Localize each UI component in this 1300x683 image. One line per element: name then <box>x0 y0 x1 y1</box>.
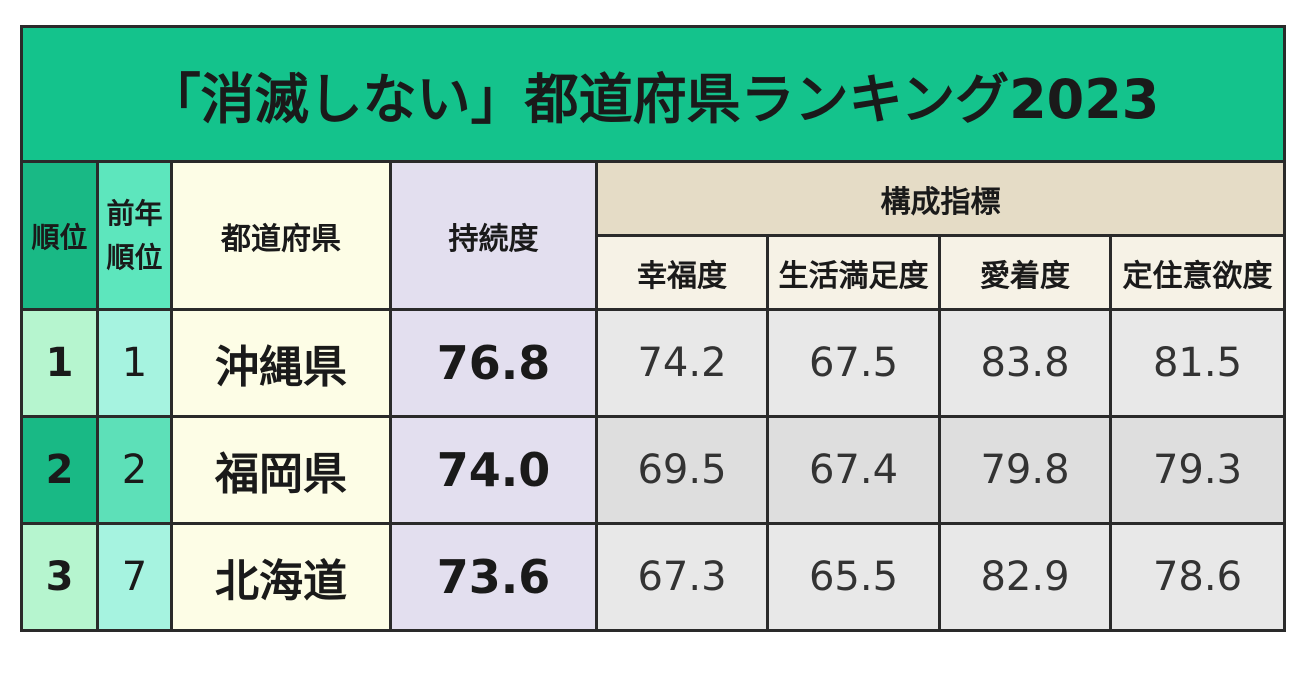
cell: 83.8 <box>938 308 1112 418</box>
cell: 福岡県 <box>170 415 392 525</box>
cell: 7 <box>96 522 173 632</box>
cell: 1 <box>96 308 173 418</box>
cell: 2 <box>20 415 99 525</box>
cell: 北海道 <box>170 522 392 632</box>
cell: 65.5 <box>766 522 941 632</box>
header-cell: 愛着度 <box>938 234 1112 311</box>
table-row: 1 1 沖縄県 76.8 74.2 67.5 83.8 81.5 <box>20 308 1287 418</box>
ranking-table: 「消滅しない」都道府県ランキング2023 順位 前年順位 都道府県 持続度 構成… <box>19 25 1287 632</box>
cell: 73.6 <box>389 522 598 632</box>
cell: 67.3 <box>595 522 769 632</box>
cell: 1 <box>20 308 99 418</box>
header-cell: 都道府県 <box>170 160 392 311</box>
header-cell: 順位 <box>20 160 99 311</box>
cell: 沖縄県 <box>170 308 392 418</box>
header-cell: 生活満足度 <box>766 234 941 311</box>
header-cell: 定住意欲度 <box>1108 234 1287 311</box>
cell: 76.8 <box>389 308 598 418</box>
cell: 2 <box>96 415 173 525</box>
header-cell: 持続度 <box>389 160 598 311</box>
cell: 79.8 <box>938 415 1112 525</box>
cell: 67.4 <box>766 415 941 525</box>
header-cell: 構成指標 <box>594 160 1287 237</box>
cell: 78.6 <box>1108 522 1287 632</box>
table-title: 「消滅しない」都道府県ランキング2023 <box>19 25 1287 163</box>
header-cell: 幸福度 <box>595 234 769 311</box>
cell: 67.5 <box>766 308 941 418</box>
cell: 79.3 <box>1108 415 1287 525</box>
cell: 74.0 <box>389 415 598 525</box>
cell: 82.9 <box>938 522 1112 632</box>
table-row: 2 2 福岡県 74.0 69.5 67.4 79.8 79.3 <box>20 415 1287 525</box>
table-row: 3 7 北海道 73.6 67.3 65.5 82.9 78.6 <box>20 522 1287 632</box>
cell: 81.5 <box>1108 308 1287 418</box>
header-cell: 前年順位 <box>96 160 173 311</box>
cell: 3 <box>20 522 99 632</box>
cell: 74.2 <box>595 308 769 418</box>
cell: 69.5 <box>595 415 769 525</box>
